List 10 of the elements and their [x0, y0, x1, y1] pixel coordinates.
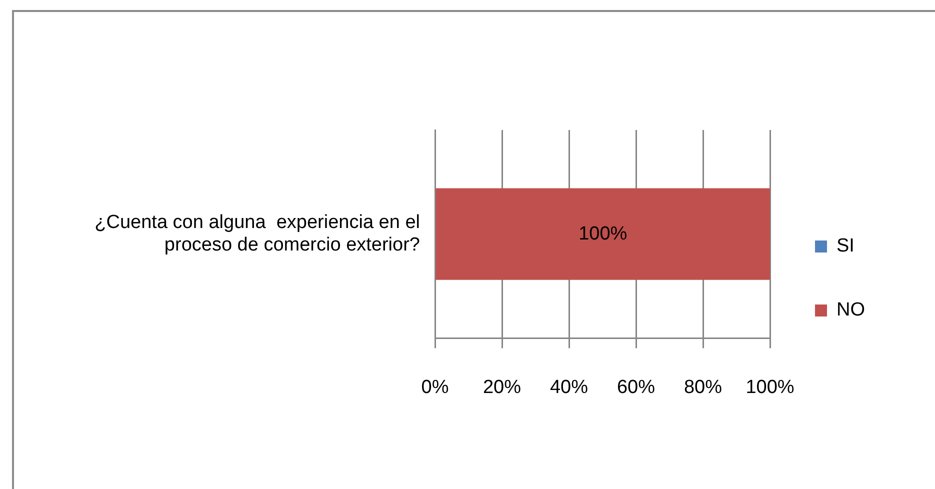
- data-label: 100%: [578, 223, 628, 244]
- x-tick-label: 0%: [421, 376, 449, 398]
- x-tick-label: 40%: [550, 376, 588, 398]
- legend-label: NO: [836, 300, 865, 321]
- x-tick-label: 20%: [482, 376, 522, 398]
- x-tick-label: 100%: [746, 376, 794, 398]
- y-tick-label: ¿Cuenta con alguna experiencia en el proceso de comercio exterior?: [94, 212, 420, 256]
- legend-label: SI: [836, 236, 854, 257]
- x-tick-label: 80%: [684, 376, 722, 398]
- x-tick-label: 60%: [616, 376, 656, 398]
